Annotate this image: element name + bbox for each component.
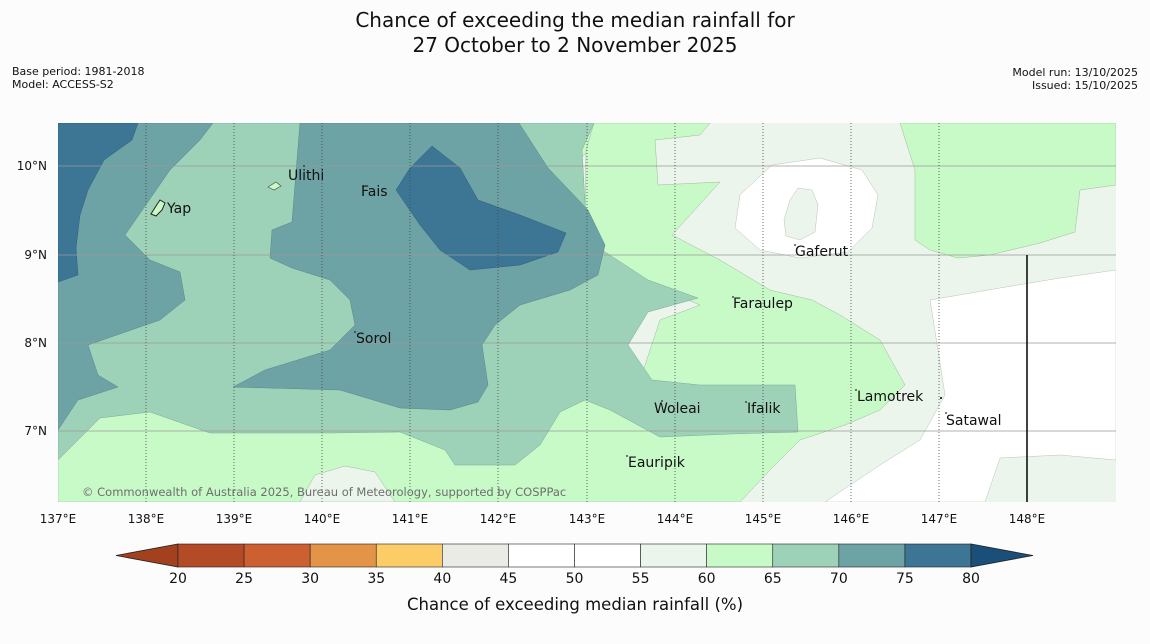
lat-tick-label: 10°N — [17, 159, 47, 173]
gaferut-dot — [794, 244, 796, 246]
latitude-axis: 10°N 9°N 8°N 7°N — [17, 159, 47, 438]
contour-70-75-west — [58, 123, 214, 431]
legend-tick-label: 20 — [169, 571, 187, 587]
contour-75-80-central — [395, 145, 567, 271]
legend-tick-label: 45 — [500, 571, 518, 587]
place-label-gaferut: Gaferut — [795, 244, 849, 260]
legend-swatch — [772, 543, 840, 568]
lon-tick-label: 142°E — [480, 512, 517, 526]
satawal-dot — [945, 412, 947, 414]
ulithi-dot — [303, 165, 305, 167]
place-label-eauripik: Eauripik — [628, 455, 686, 471]
lon-tick-label: 146°E — [833, 512, 870, 526]
legend-tick-label: 35 — [367, 571, 385, 587]
place-label-satawal: Satawal — [946, 413, 1001, 429]
eauripik-dot — [626, 455, 628, 457]
woleai-dot — [661, 400, 663, 402]
metadata-right: Model run: 13/10/2025 Issued: 15/10/2025 — [1012, 66, 1138, 92]
lon-tick-label: 147°E — [921, 512, 958, 526]
lon-tick-label: 138°E — [128, 512, 165, 526]
legend-tick-label: 55 — [632, 571, 650, 587]
lat-tick-label: 8°N — [24, 336, 47, 350]
copyright-text: © Commonwealth of Australia 2025, Bureau… — [82, 485, 566, 499]
longitude-gridlines — [145, 123, 940, 502]
contour-55-60-inner — [783, 187, 819, 241]
lon-tick-label: 144°E — [657, 512, 694, 526]
contour-60-65-northeast — [899, 123, 1116, 259]
place-label-ifalik: Ifalik — [747, 401, 781, 417]
legend-extend-high — [970, 543, 1034, 568]
legend-swatch — [375, 543, 443, 568]
legend-tick-label: 40 — [433, 571, 451, 587]
model-run-text: Model run: 13/10/2025 — [1012, 66, 1138, 79]
title-line-1: Chance of exceeding the median rainfall … — [355, 8, 795, 32]
yap-island-shape — [150, 199, 166, 217]
lon-tick-label: 145°E — [745, 512, 782, 526]
lat-tick-label: 7°N — [24, 424, 47, 438]
legend-swatch — [309, 543, 377, 568]
legend-extend-low — [115, 543, 179, 568]
legend-colorbar — [115, 543, 1034, 568]
metadata-left: Base period: 1981-2018 Model: ACCESS-S2 — [12, 65, 144, 91]
lon-tick-label: 137°E — [40, 512, 77, 526]
model-text: Model: ACCESS-S2 — [12, 78, 114, 91]
legend-swatch — [574, 543, 641, 568]
place-label-faraulep: Faraulep — [733, 296, 793, 312]
lamotrek-islet-dot — [939, 396, 943, 400]
legend-title: Chance of exceeding median rainfall (%) — [407, 595, 743, 614]
legend-tick-label: 60 — [698, 571, 716, 587]
lat-tick-label: 9°N — [24, 248, 47, 262]
lon-tick-label: 141°E — [392, 512, 429, 526]
longitude-axis: 137°E 138°E 139°E 140°E 141°E 142°E 143°… — [40, 512, 1046, 526]
title-line-2: 27 October to 2 November 2025 — [412, 33, 738, 57]
island-markers — [303, 165, 947, 457]
lon-tick-label: 139°E — [216, 512, 253, 526]
lon-tick-label: 143°E — [569, 512, 606, 526]
sorol-dot — [354, 331, 356, 333]
contour-70-75-central — [232, 123, 606, 411]
lon-tick-label: 148°E — [1009, 512, 1046, 526]
place-label-fais: Fais — [361, 184, 388, 200]
base-period-text: Base period: 1981-2018 — [12, 65, 145, 78]
legend-tick-label: 75 — [896, 571, 914, 587]
legend-swatch — [442, 543, 509, 568]
place-label-yap: Yap — [166, 201, 191, 217]
contour-55-60-south — [299, 465, 396, 502]
legend-swatch — [706, 543, 774, 568]
ifalik-dot — [745, 401, 747, 403]
legend-tick-label: 80 — [962, 571, 980, 587]
faraulep-dot — [732, 296, 734, 298]
legend-swatch — [508, 543, 575, 568]
map-area: Yap Ulithi Fais Gaferut Faraulep Sorol W… — [58, 123, 1116, 502]
place-label-lamotrek: Lamotrek — [857, 389, 924, 405]
legend-swatch — [243, 543, 311, 568]
legend-tick-label: 30 — [301, 571, 319, 587]
issued-text: Issued: 15/10/2025 — [1031, 79, 1138, 92]
legend-swatch — [838, 543, 906, 568]
legend-tick-label: 65 — [764, 571, 782, 587]
map-title: Chance of exceeding the median rainfall … — [0, 8, 1150, 58]
lamotrek-dot — [855, 389, 857, 391]
place-label-ulithi: Ulithi — [288, 168, 324, 184]
legend-swatch — [640, 543, 707, 568]
place-label-woleai: Woleai — [654, 401, 701, 417]
legend-tick-label: 25 — [235, 571, 253, 587]
contour-50-55-east — [824, 269, 1116, 502]
lon-tick-label: 140°E — [304, 512, 341, 526]
legend-tick-label: 50 — [566, 571, 584, 587]
legend-tick-label: 70 — [830, 571, 848, 587]
legend-tick-labels: 20 25 30 35 40 45 50 55 60 65 70 75 80 — [169, 571, 980, 587]
contour-75-80-west — [58, 123, 139, 283]
legend-swatch — [177, 543, 245, 568]
ulithi-island-shape — [267, 181, 282, 191]
legend-swatch — [904, 543, 972, 568]
place-label-sorol: Sorol — [356, 331, 391, 347]
place-labels: Yap Ulithi Fais Gaferut Faraulep Sorol W… — [166, 168, 1001, 471]
fais-dot — [362, 185, 364, 187]
